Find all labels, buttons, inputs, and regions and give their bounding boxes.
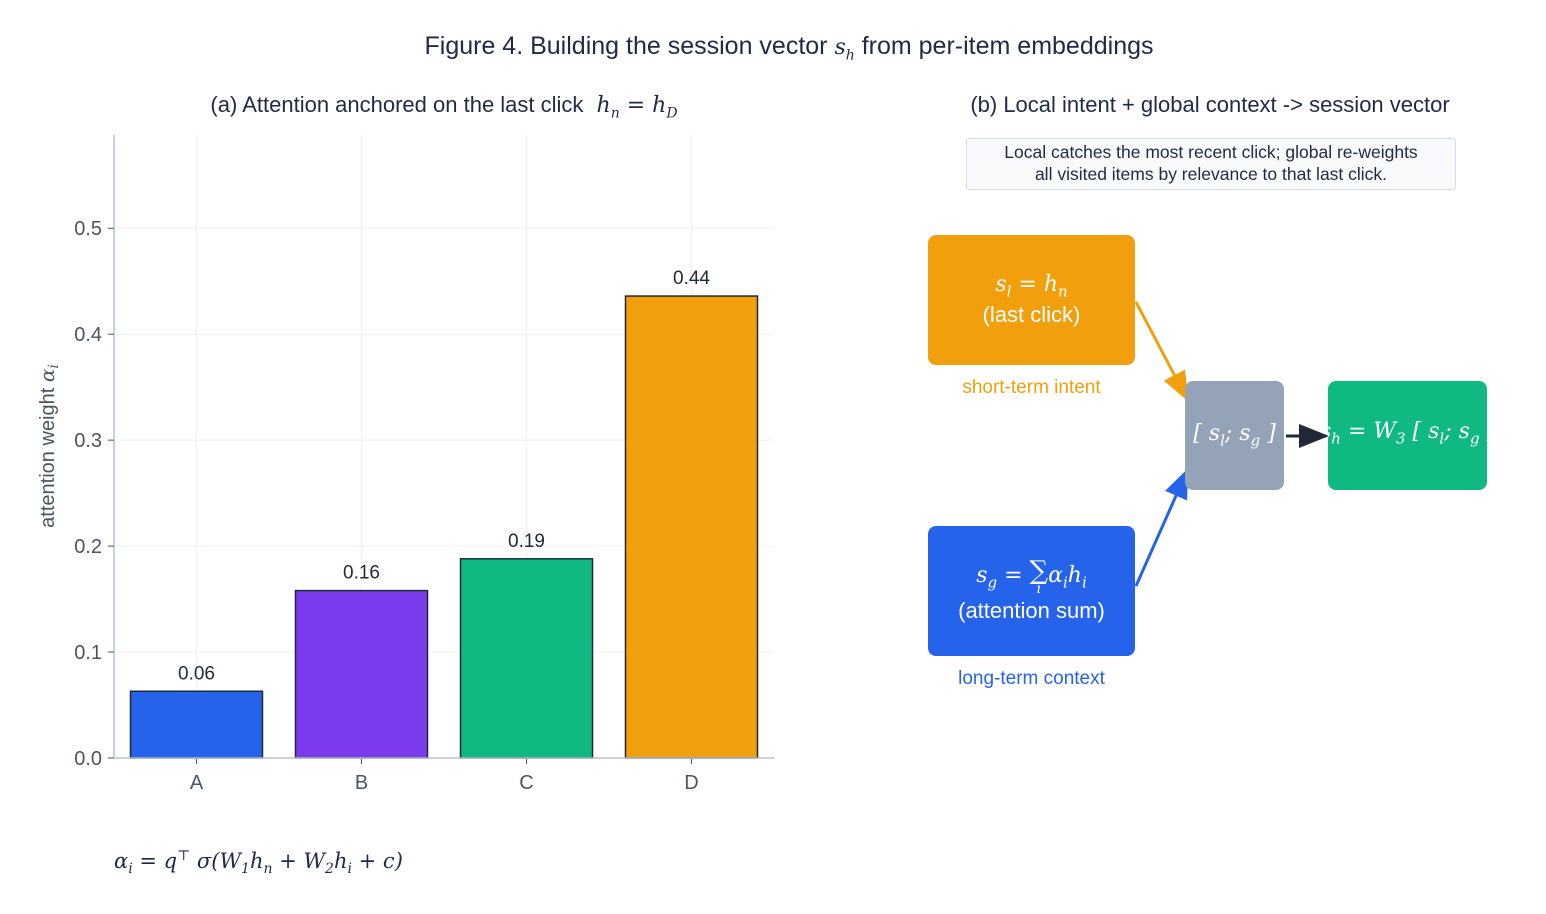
local-box-math: sl = hn xyxy=(995,271,1068,301)
concat-box: [ sl; sg ] xyxy=(1185,381,1284,490)
x-tick-label-D: D xyxy=(684,772,698,794)
y-axis-label: attention weight αi xyxy=(35,364,62,528)
y-tick-label: 0.2 xyxy=(74,536,102,558)
arrow-global-to-concat xyxy=(1134,468,1189,587)
global-box-caption: long-term context xyxy=(958,668,1105,689)
panel-a-title: (a) Attention anchored on the last click… xyxy=(112,92,776,121)
global-box-math: sg = ∑ i αihi xyxy=(976,556,1087,597)
note-line-2: all visited items by relevance to that l… xyxy=(1034,163,1388,184)
x-tick-label-C: C xyxy=(519,772,533,794)
panel-a-title-text: (a) Attention anchored on the last click xyxy=(210,92,584,117)
y-tick-label: 0.0 xyxy=(74,748,102,770)
chart-labels: 0.06 0.16 0.19 0.44 xyxy=(178,268,710,684)
concat-box-math: [ sl; sg ] xyxy=(1193,421,1276,450)
y-tick-label: 0.1 xyxy=(74,642,102,664)
figure-title-text: Figure 4. Building the session vector sh… xyxy=(424,32,1154,64)
y-tick-label: 0.3 xyxy=(74,430,102,452)
data-label-A: 0.06 xyxy=(178,663,215,684)
data-label-C: 0.19 xyxy=(508,531,545,552)
global-box-label: (attention sum) xyxy=(958,598,1105,623)
y-tick-label: 0.4 xyxy=(74,324,102,346)
panel-b-note: Local catches the most recent click; glo… xyxy=(966,138,1456,190)
x-tick-label-A: A xyxy=(190,772,204,794)
bar-A xyxy=(129,690,264,759)
note-line-1: Local catches the most recent click; glo… xyxy=(1004,142,1418,162)
attention-formula: αi = q⊤ σ(W1hn + W2hi + c) xyxy=(114,848,403,878)
y-tick-label: 0.5 xyxy=(74,218,102,240)
data-label-D: 0.44 xyxy=(673,268,710,289)
attention-bar-chart: A B C D0.00.10.20.30.40.5 0.060.160.190.44 … xyxy=(35,135,774,794)
global-context-box: sg = ∑ i αihi (attention sum) xyxy=(928,526,1135,656)
session-vector-box: sh = W3 [ sl; sg ] xyxy=(1328,381,1487,490)
session-box-math: sh = W3 [ sl; sg ] xyxy=(1328,419,1487,448)
chart-axes: A B C D 0.0 0.1 0.2 0.3 0.4 0.5 xyxy=(74,135,774,794)
panel-b-title: (b) Local intent + global context -> ses… xyxy=(970,92,1450,117)
local-box-caption: short-term intent xyxy=(962,377,1101,398)
x-tick-label-B: B xyxy=(355,772,368,794)
figure-title: Figure 4. Building the session vector sh… xyxy=(0,32,1546,63)
panel-a-title-math: hn = hD xyxy=(589,93,678,122)
data-label-B: 0.16 xyxy=(343,563,380,584)
chart-bars xyxy=(129,295,759,759)
arrow-local-to-concat xyxy=(1134,301,1189,402)
local-box-label: (last click) xyxy=(982,302,1081,328)
bar-D xyxy=(624,295,759,759)
local-intent-box: sl = hn (last click) xyxy=(928,235,1135,365)
